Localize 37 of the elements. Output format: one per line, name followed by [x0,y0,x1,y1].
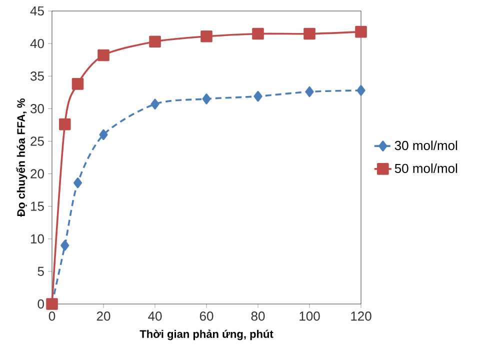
y-tick-label: 20 [30,169,44,178]
x-axis-title: Thời gian phản ứng, phút [140,330,274,340]
y-axis-title: Đọ chuyển hóa FFA, % [16,98,28,217]
x-tick-label: 40 [148,312,162,321]
x-tick-label: 0 [48,312,56,321]
x-tick-label: 20 [96,312,110,321]
y-tick-label: 10 [30,234,44,244]
y-tick-label: 15 [30,202,44,211]
y-tick-label: 35 [30,72,44,81]
y-tick-label: 0 [38,299,44,309]
point [73,177,82,188]
x-tick-label: 100 [300,312,320,321]
y-tick-label: 5 [38,266,44,276]
point [200,30,212,42]
y-tick-label: 30 [30,104,44,114]
legend-label: 50 mol/mol [394,163,458,174]
point [202,93,211,104]
y-tick-label: 45 [30,6,44,16]
point [254,90,262,102]
point [99,129,108,140]
point [305,86,314,98]
y-tick-label: 25 [30,136,44,146]
point [252,28,264,40]
y-tick-label: 40 [30,38,44,48]
point [304,28,316,40]
point [58,118,71,130]
point [150,98,160,110]
x-tick-label: 120 [351,312,372,321]
legend-label: 30 mol/mol [394,140,458,150]
point [98,49,110,62]
x-tick-label: 80 [251,312,265,321]
point [355,26,367,38]
point [149,36,161,48]
point [356,85,366,96]
point [60,240,70,251]
point [72,78,84,90]
x-tick-label: 60 [200,312,214,321]
